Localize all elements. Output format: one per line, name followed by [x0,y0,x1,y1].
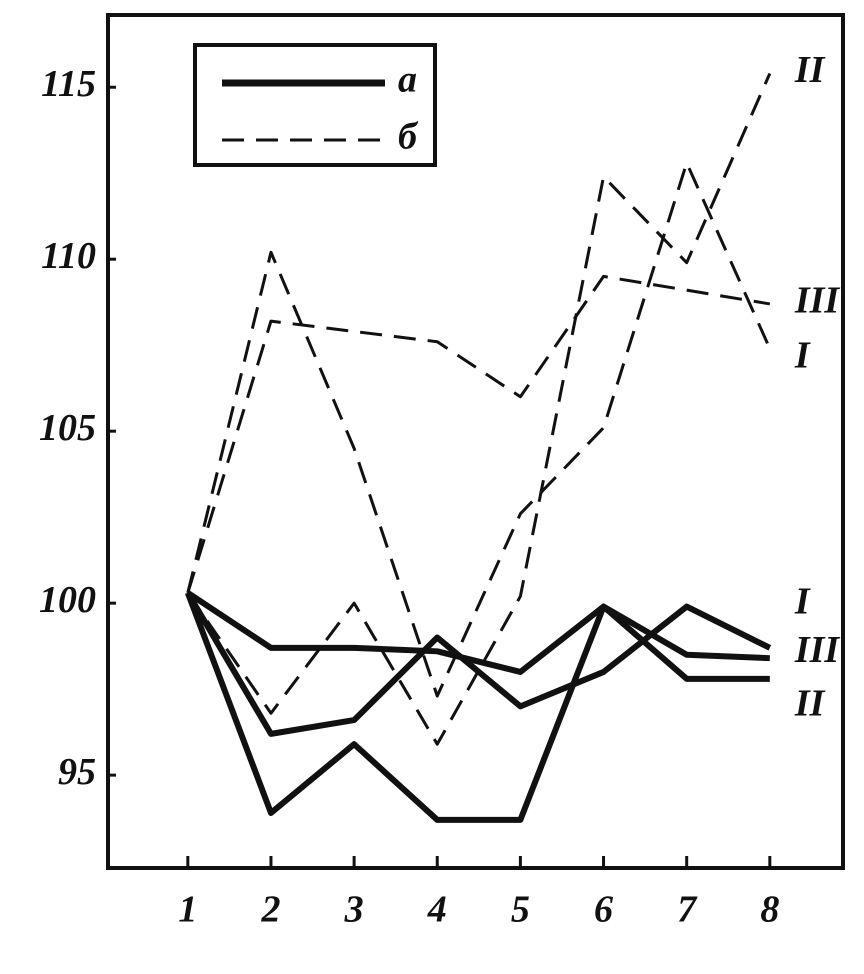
line-label: I [794,581,811,623]
series-line [185,591,770,823]
x-tick-label: 2 [260,889,280,931]
x-tick-label: 7 [677,889,698,931]
legend-label: б [398,116,419,158]
y-tick-label: 105 [39,407,96,449]
x-tick-label: 5 [511,889,530,931]
x-tick-label: 4 [427,889,447,931]
series-line [186,161,772,698]
plot-frame [106,13,845,870]
y-tick-label: 95 [58,751,96,793]
x-tick-label: 6 [594,889,613,931]
line-label: II [794,683,826,725]
y-tick-label: 115 [41,63,96,105]
y-tick-label: 100 [39,579,96,621]
x-tick-label: 3 [344,889,364,931]
x-tick-label: 1 [178,889,197,931]
line-label: I [794,334,811,376]
series-line [186,274,771,594]
series-line [186,590,770,675]
legend-box [193,43,437,167]
y-tick-label: 110 [41,235,96,277]
line-label: II [794,49,826,91]
x-tick-label: 8 [760,889,779,931]
line-label: III [794,629,841,671]
line-label: III [794,280,841,322]
legend-label: а [398,59,417,101]
